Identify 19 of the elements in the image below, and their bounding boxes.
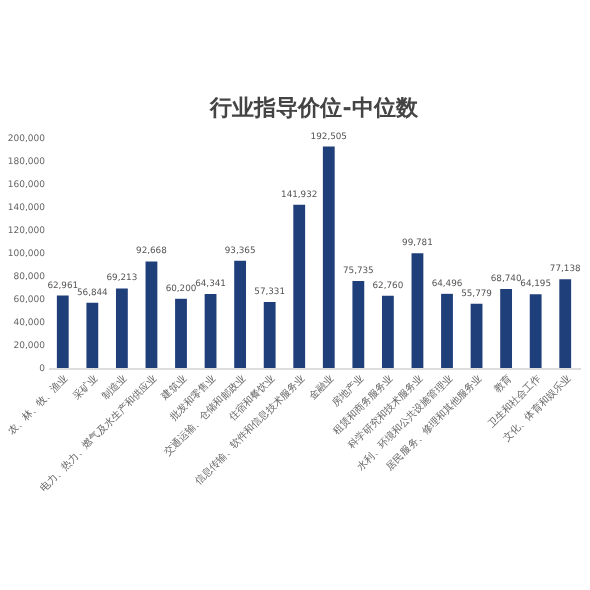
bar — [86, 302, 99, 368]
bar — [381, 295, 394, 368]
bar — [529, 294, 542, 368]
bar — [56, 295, 69, 368]
bar — [263, 302, 276, 368]
chart-title: 行业指导价位-中位数 — [208, 94, 420, 121]
bar — [115, 288, 128, 368]
bar — [352, 280, 365, 368]
bar — [322, 146, 335, 368]
bar — [145, 261, 158, 368]
bar — [204, 294, 217, 368]
bar — [559, 279, 572, 368]
bar — [470, 303, 483, 368]
bar — [293, 204, 306, 368]
bar — [441, 293, 453, 368]
bar — [175, 298, 187, 368]
bar — [500, 288, 513, 368]
bar — [234, 260, 247, 368]
bar — [411, 253, 424, 368]
